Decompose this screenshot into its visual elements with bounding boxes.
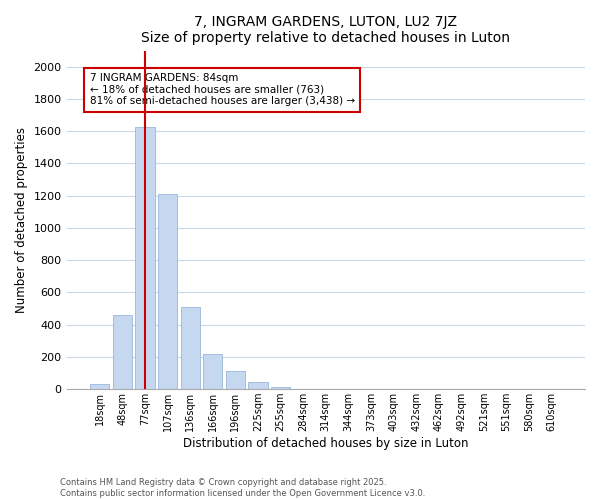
Bar xyxy=(113,315,132,389)
Bar xyxy=(90,384,109,389)
Text: 7 INGRAM GARDENS: 84sqm
← 18% of detached houses are smaller (763)
81% of semi-d: 7 INGRAM GARDENS: 84sqm ← 18% of detache… xyxy=(89,73,355,106)
Y-axis label: Number of detached properties: Number of detached properties xyxy=(15,127,28,313)
Bar xyxy=(203,354,223,389)
Bar xyxy=(181,307,200,389)
Bar xyxy=(248,382,268,389)
Bar xyxy=(158,194,177,389)
Bar xyxy=(226,370,245,389)
Title: 7, INGRAM GARDENS, LUTON, LU2 7JZ
Size of property relative to detached houses i: 7, INGRAM GARDENS, LUTON, LU2 7JZ Size o… xyxy=(141,15,510,45)
Bar xyxy=(271,386,290,389)
Text: Contains HM Land Registry data © Crown copyright and database right 2025.
Contai: Contains HM Land Registry data © Crown c… xyxy=(60,478,425,498)
X-axis label: Distribution of detached houses by size in Luton: Distribution of detached houses by size … xyxy=(183,437,469,450)
Bar xyxy=(136,127,155,389)
